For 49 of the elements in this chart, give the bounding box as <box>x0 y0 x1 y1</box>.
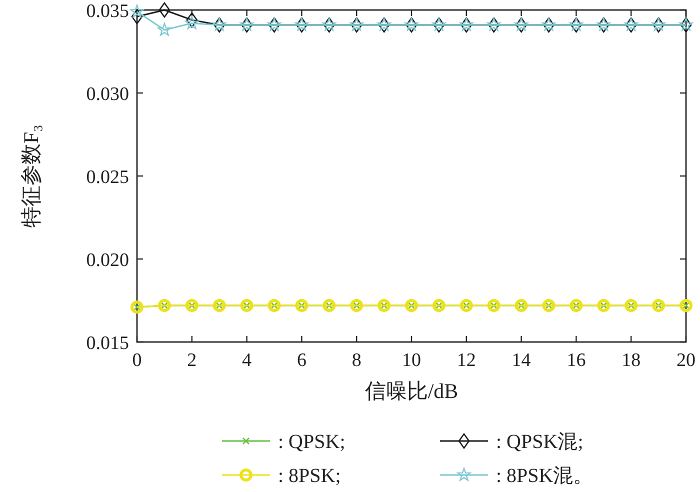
y-tick-label: 0.030 <box>86 84 129 105</box>
point <box>158 2 170 18</box>
x-tick-label: 16 <box>566 350 586 371</box>
x-tick-label: 10 <box>402 350 421 371</box>
legend-label: : 8PSK; <box>278 465 341 487</box>
point <box>514 298 528 312</box>
point <box>268 298 281 312</box>
point <box>185 298 198 312</box>
legend-label: : QPSK混; <box>496 431 584 453</box>
point <box>405 298 418 312</box>
x-tick-label: 20 <box>676 350 696 371</box>
x-tick-label: 14 <box>512 350 532 371</box>
x-tick-label: 4 <box>242 350 252 371</box>
point <box>158 298 171 312</box>
point <box>680 298 692 312</box>
y-tick-label: 0.035 <box>86 1 129 22</box>
point <box>158 22 172 36</box>
point <box>542 298 556 312</box>
point <box>350 298 364 312</box>
x-tick-label: 8 <box>352 350 362 371</box>
point <box>378 298 391 312</box>
point <box>130 4 144 18</box>
x-tick-label: 6 <box>296 350 306 371</box>
point <box>186 12 198 28</box>
x-tick-label: 0 <box>132 350 142 371</box>
legend-label: : 8PSK混。 <box>496 465 594 487</box>
y-tick-label: 0.025 <box>86 167 129 188</box>
legend-label: : QPSK; <box>278 431 346 453</box>
point <box>460 298 473 312</box>
x-tick-label: 18 <box>622 350 641 371</box>
point <box>652 298 666 312</box>
point <box>131 8 143 24</box>
point <box>432 298 446 312</box>
x-tick-label: 12 <box>456 350 476 371</box>
point <box>240 298 254 312</box>
x-tick-label: 2 <box>187 350 197 371</box>
point <box>295 298 308 312</box>
point <box>212 298 226 312</box>
point <box>185 16 199 30</box>
y-tick-label: 0.015 <box>86 333 129 354</box>
point <box>322 298 336 312</box>
point <box>487 298 500 312</box>
y-axis-title: 特征参数F₃ <box>19 124 43 228</box>
x-axis-title: 信噪比/dB <box>364 379 458 403</box>
y-tick-label: 0.020 <box>86 250 129 271</box>
point <box>624 298 638 312</box>
point <box>597 298 610 312</box>
point <box>130 300 144 314</box>
point <box>570 298 583 312</box>
